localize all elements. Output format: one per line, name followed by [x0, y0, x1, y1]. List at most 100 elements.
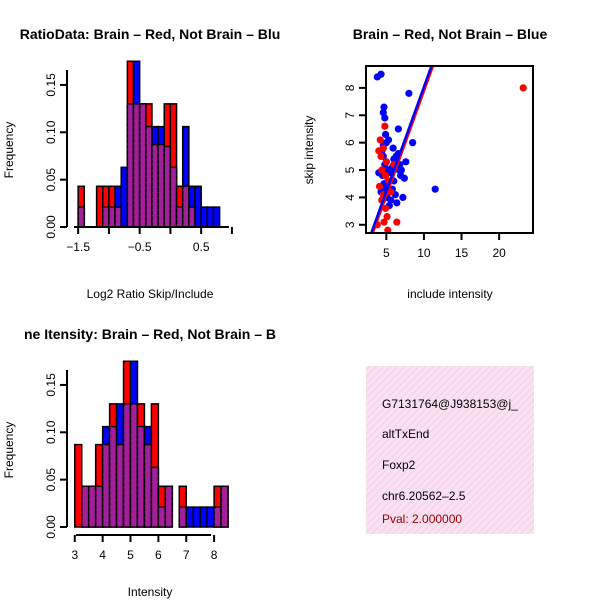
scatter-point-blue — [431, 185, 439, 193]
histogram-overlap-hatch — [116, 444, 124, 527]
histogram-bar — [206, 506, 215, 528]
histogram-overlap-hatch — [214, 507, 222, 527]
x-tick-label: 10 — [417, 246, 431, 260]
histogram-overlap-hatch — [137, 426, 145, 527]
histogram-overlap-hatch — [88, 486, 96, 527]
histogram-overlap-hatch — [179, 507, 187, 527]
ratio-histogram-y-ticks: 0.00 0.05 0.10 0.15 — [44, 73, 67, 239]
histogram-bar — [200, 206, 209, 228]
histogram-overlap-hatch — [158, 507, 166, 527]
scatter-y-ticks: 3 4 5 6 7 8 — [343, 84, 366, 228]
scatter-point-blue — [397, 171, 405, 180]
histogram-bar — [74, 443, 83, 528]
histogram-overlap-hatch — [139, 103, 146, 227]
intensity-histogram-title: ne Itensity: Brain – Red, Not Brain – B — [24, 326, 276, 342]
histogram-overlap-hatch — [108, 207, 116, 227]
scatter-point-blue — [380, 103, 388, 111]
scatter-point-red — [377, 152, 385, 160]
histogram-overlap-hatch — [78, 207, 85, 227]
scatter-x-label: include intensity — [407, 287, 492, 301]
scatter-point-red — [383, 212, 391, 221]
scatter-point-red — [519, 84, 527, 92]
x-tick-label: 4 — [99, 548, 106, 562]
scatter-point-blue — [399, 193, 407, 202]
x-tick-label: 6 — [155, 548, 162, 562]
y-tick-label: 7 — [343, 112, 357, 119]
intensity-histogram-y-ticks: 0.00 0.05 0.10 0.15 — [44, 373, 67, 539]
info-location: chr6.20562–2.5 — [382, 489, 466, 503]
scatter-point-red — [384, 226, 392, 233]
intensity-histogram-x-label: Intensity — [128, 585, 173, 599]
histogram-overlap-hatch — [130, 403, 138, 527]
x-tick-label: 3 — [71, 548, 78, 562]
scatter-point-red — [375, 182, 384, 191]
x-tick-label: −0.5 — [128, 240, 152, 254]
fit-line-blue — [370, 66, 433, 233]
histogram-bar — [199, 506, 208, 528]
scatter-point-red — [378, 166, 386, 174]
x-tick-label: 7 — [183, 548, 190, 562]
scatter-x-ticks: 5 10 15 20 — [383, 233, 506, 260]
scatter-point-red — [381, 204, 390, 212]
y-tick-label: 8 — [343, 84, 357, 91]
histogram-overlap-hatch — [115, 207, 122, 227]
scatter-point-red — [382, 158, 390, 166]
histogram-overlap-hatch — [164, 146, 171, 227]
info-panel: G7131764@J938153@j_ altTxEnd Foxp2 chr6.… — [366, 366, 534, 534]
x-tick-label: −1.5 — [66, 240, 90, 254]
scatter-point-red — [381, 171, 390, 180]
scatter-y-label: skip intensity — [302, 116, 316, 185]
histogram-overlap-hatch — [127, 103, 134, 227]
histogram-bar — [185, 506, 194, 528]
scatter-point-blue — [377, 70, 385, 78]
x-tick-label: 5 — [127, 548, 134, 562]
scatter-point-blue — [409, 139, 417, 147]
scatter-panel: Brain – Red, Not Brain – Blue 3 4 5 6 7 8 5 10… — [302, 26, 547, 301]
y-tick-label: 0.05 — [44, 468, 58, 492]
y-tick-label: 0.10 — [44, 420, 58, 444]
x-tick-label: 15 — [455, 246, 469, 260]
histogram-bar — [120, 166, 129, 228]
histogram-overlap-hatch — [176, 207, 183, 227]
histogram-overlap-hatch — [144, 444, 152, 527]
histogram-overlap-hatch — [151, 144, 159, 227]
histogram-bar — [192, 506, 201, 528]
x-tick-label: 0.5 — [193, 240, 210, 254]
scatter-point-blue — [379, 108, 387, 117]
histogram-overlap-hatch — [170, 167, 177, 227]
scatter-point-red — [376, 136, 384, 144]
scatter-point-red — [381, 122, 389, 130]
scatter-title: Brain – Red, Not Brain – Blue — [353, 26, 548, 42]
scatter-point-blue — [405, 89, 413, 97]
x-tick-label: 20 — [492, 246, 506, 260]
ratio-histogram-x-ticks: −1.5 −0.5 0.5 — [66, 227, 233, 254]
scatter-point-blue — [389, 144, 397, 152]
histogram-overlap-hatch — [133, 103, 140, 227]
scatter-point-red — [379, 144, 387, 152]
info-panel-background — [366, 366, 534, 534]
y-tick-label: 6 — [343, 139, 357, 146]
histogram-bar — [95, 185, 104, 228]
histogram-overlap-hatch — [81, 486, 89, 527]
y-tick-label: 0.05 — [44, 168, 58, 192]
histogram-overlap-hatch — [102, 207, 109, 227]
info-pval: Pval: 2.000000 — [382, 512, 462, 526]
histogram-overlap-hatch — [158, 144, 165, 227]
histogram-bar — [212, 206, 221, 228]
histogram-overlap-hatch — [123, 403, 131, 527]
scatter-point-blue — [402, 158, 410, 166]
histogram-bar — [206, 206, 215, 228]
histogram-overlap-hatch — [182, 186, 189, 227]
ratio-histogram-y-label: Frequency — [2, 122, 16, 179]
scatter-point-blue — [381, 130, 390, 139]
y-tick-label: 4 — [343, 194, 357, 201]
histogram-overlap-hatch — [109, 426, 117, 527]
intensity-histogram-panel: ne Itensity: Brain – Red, Not Brain – B … — [2, 326, 276, 599]
histogram-bar — [194, 185, 202, 228]
scatter-point-blue — [394, 125, 402, 133]
histogram-overlap-hatch — [151, 467, 159, 527]
scatter-points — [373, 70, 527, 233]
y-tick-label: 0.15 — [44, 373, 58, 397]
ratio-histogram-bars — [77, 60, 221, 228]
